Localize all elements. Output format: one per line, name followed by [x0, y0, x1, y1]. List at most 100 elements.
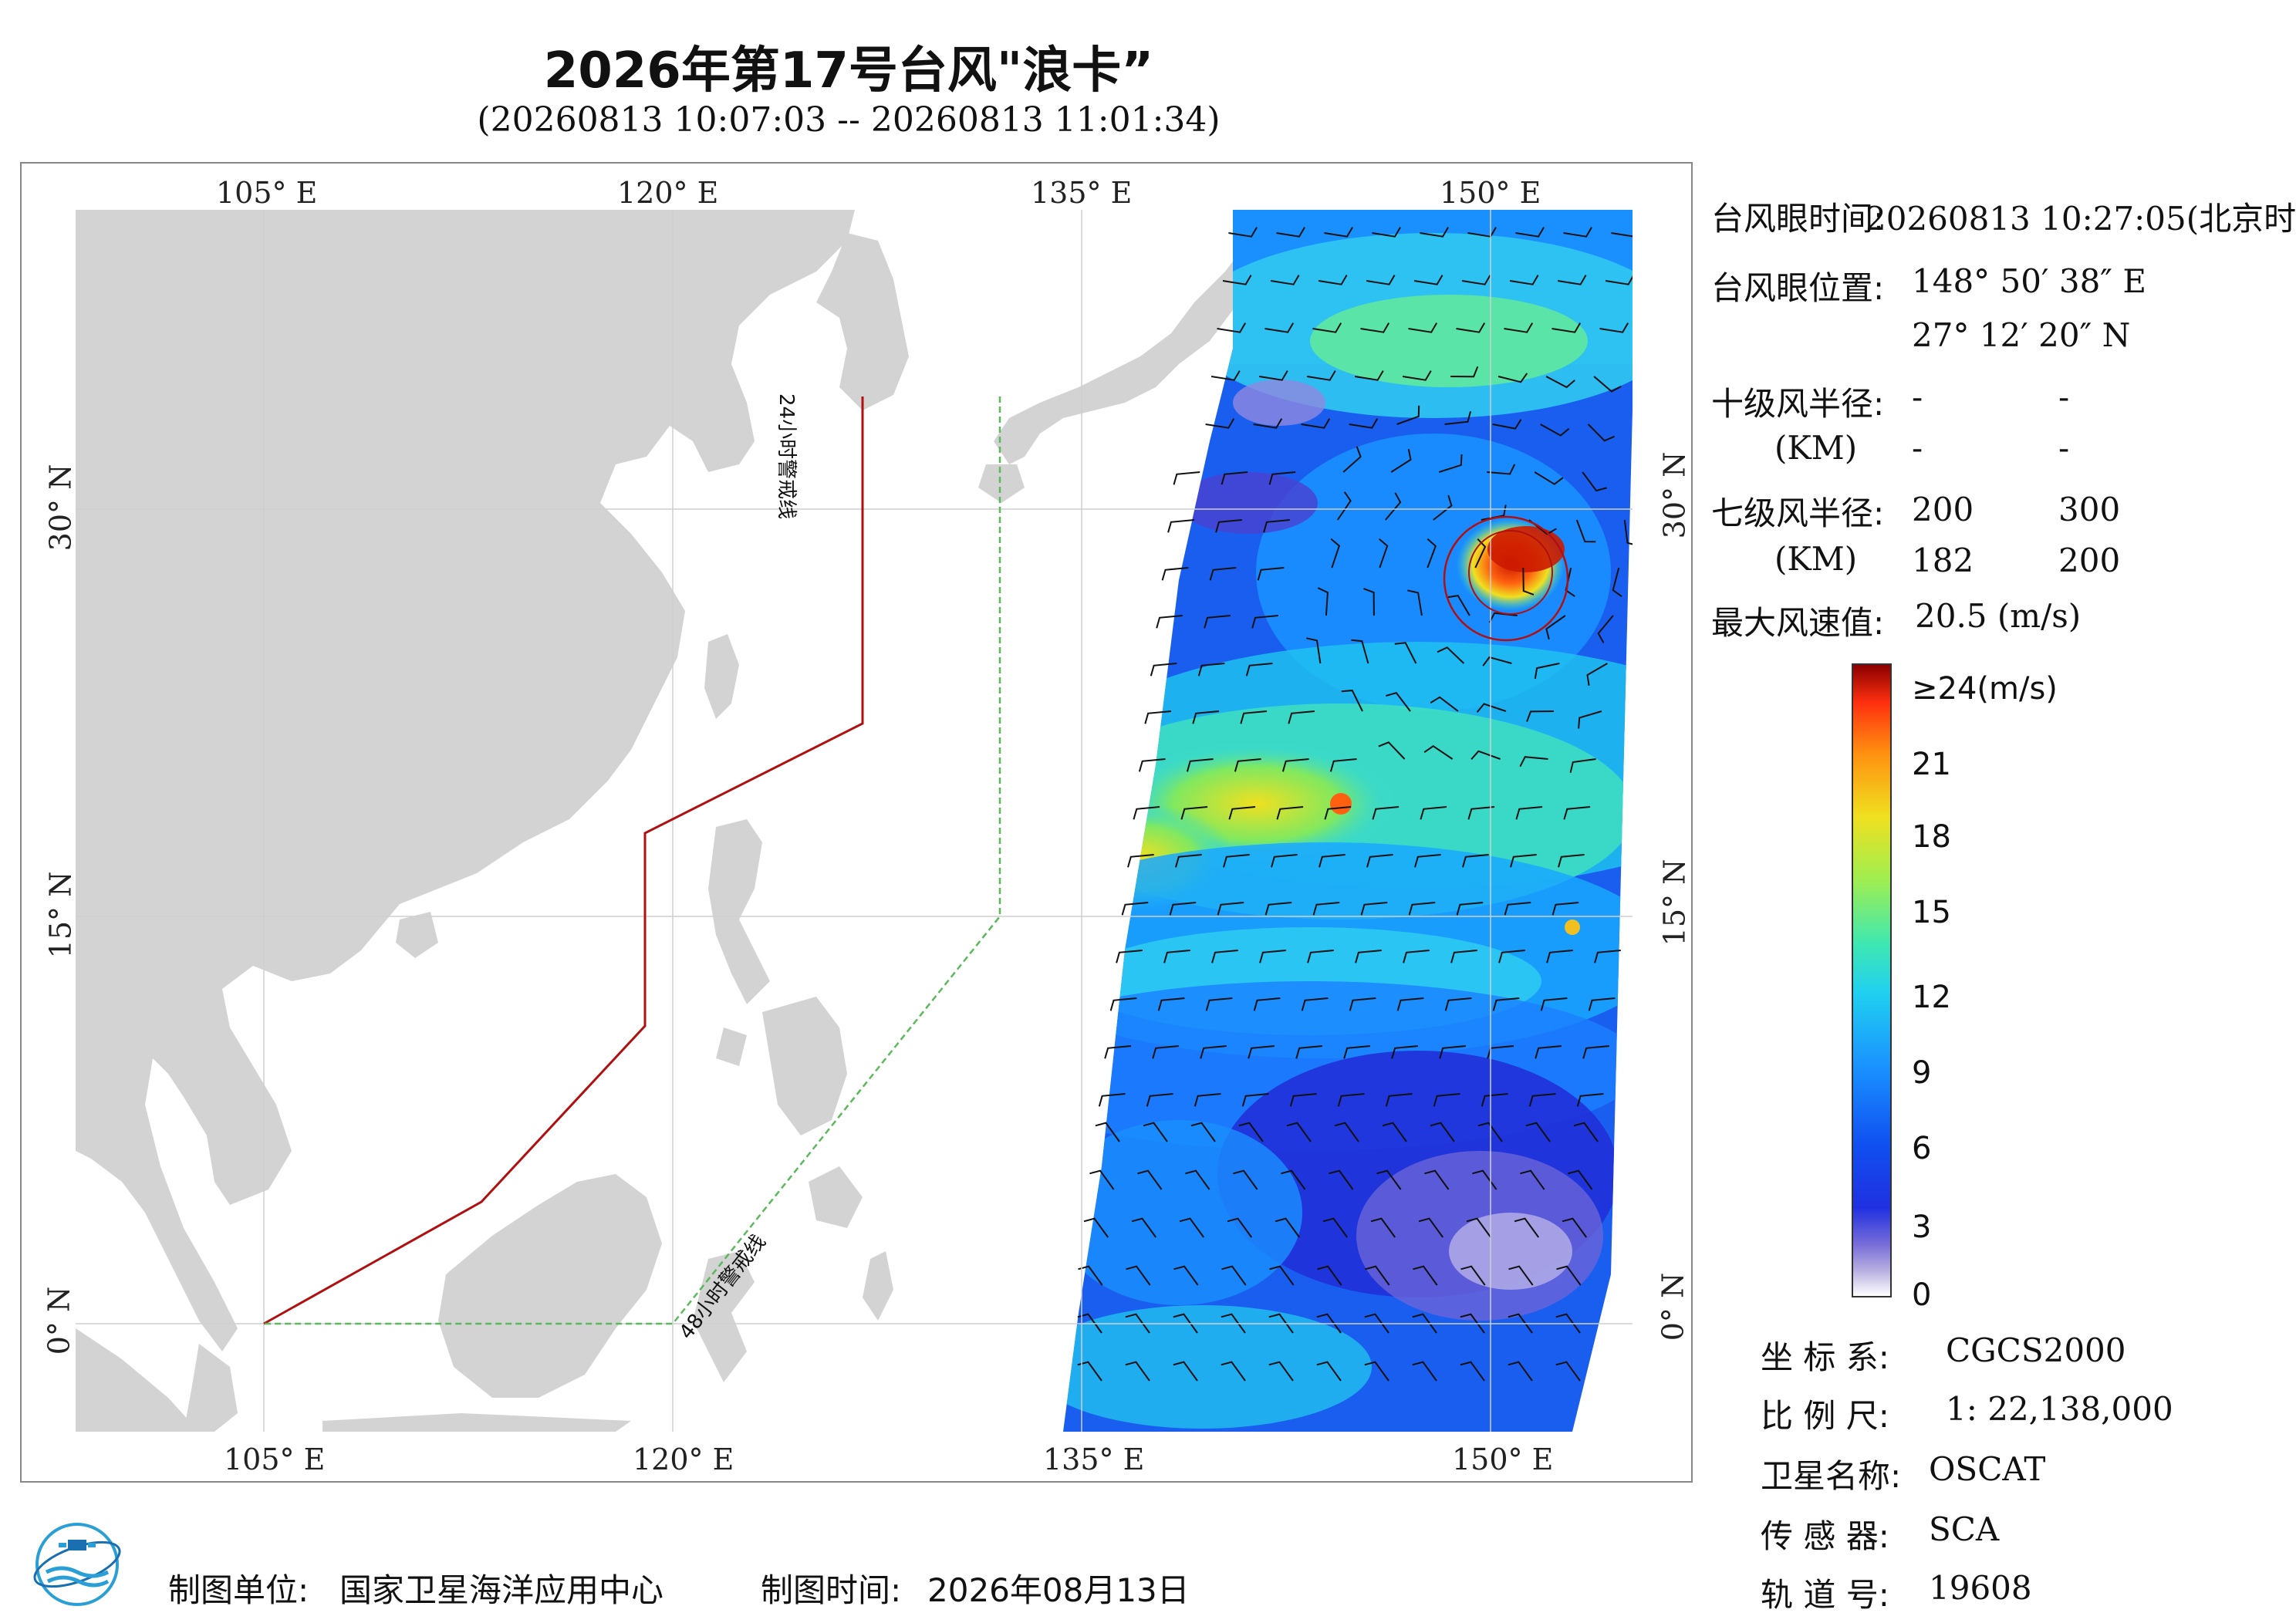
wind-barb	[1599, 322, 1629, 333]
wind-barb	[1349, 418, 1379, 429]
wind-barb	[1301, 418, 1331, 429]
wind-barb	[1221, 1265, 1247, 1286]
wind-barb	[1569, 758, 1596, 773]
wind-barb	[1306, 637, 1322, 664]
bottom-lon-tick: 135° E	[1043, 1442, 1145, 1476]
wind-barb	[1286, 1122, 1312, 1142]
wind-barb	[1167, 519, 1194, 533]
wind-barb	[1131, 1217, 1157, 1238]
satellite-label: 卫星名称:	[1761, 1457, 1902, 1495]
wind-barb	[1520, 1169, 1545, 1190]
r10-unit: (KM)	[1774, 429, 1858, 467]
wind-barb	[1587, 423, 1615, 442]
map-subtitle: (20260813 10:07:03 -- 20260813 11:01:34)	[477, 100, 1221, 140]
wind-barb	[1125, 1313, 1150, 1334]
wind-barb	[1481, 1093, 1508, 1107]
wind-barb	[1351, 639, 1369, 664]
wind-barb	[1163, 950, 1190, 963]
wind-barb	[1083, 1217, 1109, 1238]
wind-barb	[1253, 997, 1281, 1011]
wind-barb	[1307, 950, 1334, 963]
wind-barb	[1268, 471, 1296, 485]
wind-barb	[1238, 1122, 1264, 1142]
max-wind-value: 20.5 (m/s)	[1915, 597, 2082, 635]
wind-barb	[1289, 1093, 1317, 1107]
wind-barb	[1522, 567, 1535, 596]
wind-barb	[1253, 418, 1283, 429]
colorbar-tick: 0	[1912, 1277, 1932, 1313]
wind-barb	[1245, 663, 1273, 677]
wind-barb	[1336, 491, 1352, 521]
produced-date-label: 制图时间:	[761, 1571, 902, 1609]
wind-barb	[1551, 902, 1579, 916]
wind-barb	[1535, 1045, 1562, 1059]
scale-label: 比 例 尺:	[1761, 1397, 1889, 1435]
wind-barb	[1594, 950, 1621, 963]
wind-barb	[1515, 806, 1543, 820]
colorbar-tick: 15	[1912, 895, 1951, 930]
wind-barb	[1365, 1265, 1390, 1286]
wind-barb	[1391, 1045, 1418, 1059]
wind-barb	[1306, 370, 1336, 381]
wind-barb	[1355, 950, 1382, 963]
wind-barb	[1540, 423, 1570, 437]
wind-barb	[1185, 1169, 1210, 1190]
r7-unit: (KM)	[1774, 540, 1858, 578]
wind-barb	[1276, 806, 1304, 820]
wind-barb	[1204, 615, 1231, 629]
wind-barb	[1263, 519, 1290, 533]
wind-barb	[1528, 1093, 1556, 1107]
wind-barb	[1133, 806, 1160, 820]
wind-barb	[1510, 854, 1537, 868]
wind-barb	[1276, 227, 1305, 238]
colorbar-tick: 3	[1912, 1210, 1932, 1245]
wind-barb	[1126, 1265, 1151, 1286]
wind-barb	[1152, 1045, 1179, 1059]
wind-barb	[1450, 950, 1477, 963]
wind-barb	[1534, 663, 1560, 680]
wind-barb	[1575, 519, 1596, 543]
bottom-lon-tick: 105° E	[224, 1442, 326, 1476]
wind-barb	[1390, 449, 1412, 473]
wind-barb	[1508, 1265, 1534, 1286]
wind-barb	[1551, 322, 1582, 333]
map-frame	[20, 162, 1693, 1483]
wind-barb	[1312, 902, 1340, 916]
top-lon-tick: 135° E	[1031, 176, 1133, 210]
max-wind-label: 最大风速值:	[1711, 604, 1885, 642]
wind-barb	[1312, 322, 1342, 333]
wind-barb	[1382, 1122, 1407, 1142]
wind-barb	[1251, 615, 1278, 629]
wind-barb	[1288, 710, 1315, 724]
wind-barb	[1402, 370, 1432, 381]
bottom-lon-tick: 120° E	[633, 1442, 734, 1476]
wind-barb	[1258, 370, 1288, 381]
wind-barb	[1342, 446, 1362, 473]
wind-barb	[1268, 1313, 1294, 1334]
wind-barb	[1221, 471, 1248, 485]
colorbar-tick: 18	[1912, 819, 1951, 855]
wind-barb	[1200, 1045, 1227, 1059]
wind-barb	[1197, 663, 1225, 677]
wind-barb	[1408, 902, 1436, 916]
wind-barb	[1546, 950, 1573, 963]
wind-barb	[1508, 1361, 1533, 1382]
right-lat-tick: 0° N	[1656, 1272, 1690, 1341]
wind-barb	[1385, 1093, 1413, 1107]
wind-barb	[1582, 1045, 1609, 1059]
wind-barb	[1593, 376, 1622, 393]
wind-barb	[1192, 710, 1220, 724]
wind-barb	[1157, 997, 1185, 1011]
wind-barb	[1427, 538, 1437, 569]
wind-barb	[1222, 275, 1252, 285]
wind-barb	[1317, 1265, 1342, 1286]
eye-longitude: 148° 50′ 38″ E	[1912, 262, 2146, 300]
wind-barb	[1563, 806, 1591, 820]
wind-barb	[1582, 471, 1607, 492]
wind-barb	[1173, 1265, 1199, 1286]
wind-barb	[1281, 758, 1309, 772]
wind-barb	[1623, 519, 1633, 545]
wind-barb	[1329, 1169, 1354, 1190]
wind-barb	[1343, 1045, 1370, 1059]
right-lat-tick: 30° N	[1657, 451, 1692, 539]
